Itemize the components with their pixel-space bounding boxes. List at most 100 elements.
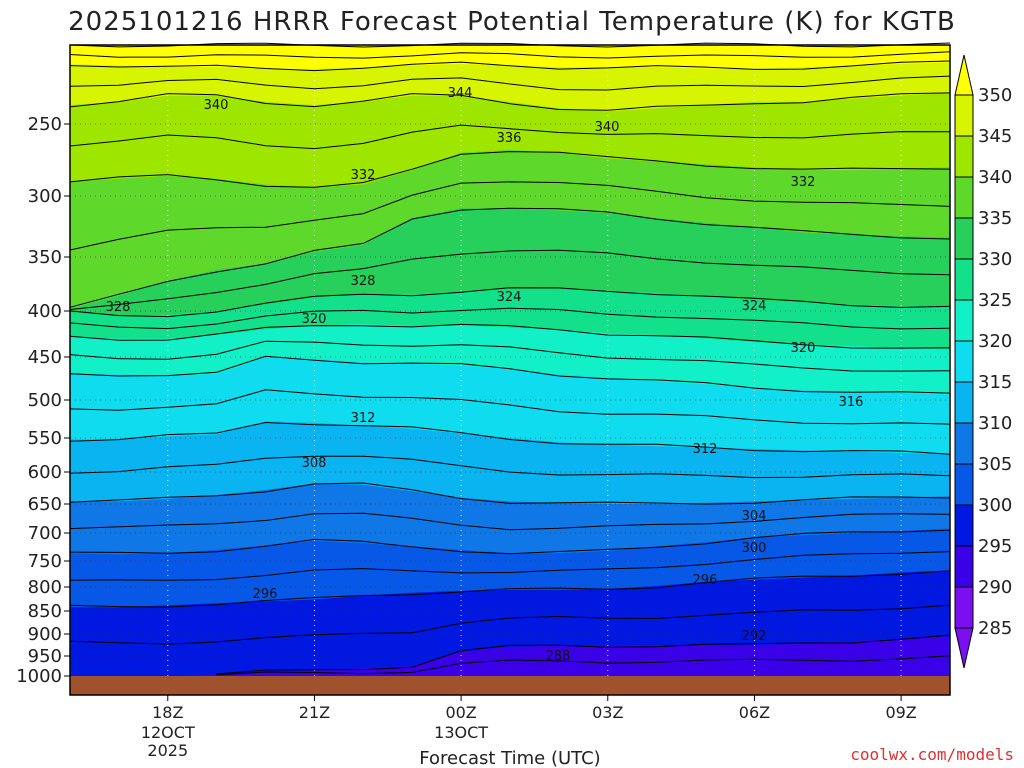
- pressure-tick-label: 350: [28, 247, 62, 268]
- contour-label: 328: [351, 274, 376, 289]
- contour-label: 320: [302, 312, 327, 327]
- contour-line: [69, 604, 951, 645]
- colorbar: 350 345 340 335 330 325 320 315 310 305 300 295 290 2…: [954, 54, 1012, 669]
- contour-line: [69, 323, 951, 349]
- contour-label: 312: [693, 442, 718, 457]
- colorbar-label: 340: [978, 167, 1012, 188]
- time-tick-label: 03Z: [592, 703, 623, 722]
- contour-line: [69, 60, 951, 72]
- time-tick-label: 09Z: [885, 703, 916, 722]
- colorbar-label: 285: [978, 618, 1012, 639]
- contour-line: [69, 570, 951, 608]
- colorbar-swatch-305: [954, 422, 974, 465]
- contour-label: 340: [595, 120, 620, 135]
- contour-line: [69, 51, 951, 59]
- colorbar-label: 300: [978, 495, 1012, 516]
- contour-label: 324: [742, 299, 767, 314]
- colorbar-label: 315: [978, 372, 1012, 393]
- colorbar-swatch-315: [954, 340, 974, 383]
- contour-label: 288: [546, 649, 571, 664]
- contour-label: 328: [106, 300, 131, 315]
- plot-frame: [69, 44, 951, 696]
- pressure-tick-label: 550: [28, 428, 62, 449]
- pressure-tick-label: 450: [28, 347, 62, 368]
- contour-line: [69, 455, 951, 479]
- colorbar-label: 290: [978, 577, 1012, 598]
- contour-line: [69, 124, 951, 150]
- colorbar-label: 320: [978, 331, 1012, 352]
- colorbar-label: 325: [978, 290, 1012, 311]
- x-axis-label: Forecast Time (UTC): [419, 748, 600, 768]
- pressure-tick-label: 1000: [16, 666, 62, 687]
- contour-label: 304: [742, 509, 767, 524]
- time-tick-date: 13OCT: [434, 723, 488, 742]
- pressure-tick-label: 850: [28, 601, 62, 622]
- contour-label: 296: [693, 573, 718, 588]
- contour-line: [69, 551, 951, 581]
- pressure-tick-label: 750: [28, 551, 62, 572]
- contour-label: 320: [791, 341, 816, 356]
- colorbar-label: 310: [978, 413, 1012, 434]
- time-tick-label: 18Z: [152, 703, 183, 722]
- contour-line: [69, 512, 951, 531]
- credit-text[interactable]: coolwx.com/models: [850, 745, 1014, 764]
- colorbar-label: 335: [978, 208, 1012, 229]
- colorbar-swatch-295: [954, 504, 974, 547]
- contour-line: [69, 75, 951, 91]
- contour-line: [69, 181, 951, 251]
- colorbar-swatch-345: [954, 94, 974, 137]
- ground-layer: [70, 676, 950, 695]
- pressure-tick-label: 500: [28, 390, 62, 411]
- pressure-tick-label: 700: [28, 523, 62, 544]
- time-tick-label: 00Z: [445, 703, 476, 722]
- colorbar-swatch-340: [954, 135, 974, 178]
- time-tick-date: 12OCT: [141, 723, 195, 742]
- contour-label: 336: [497, 131, 522, 146]
- time-tick-label: 21Z: [299, 703, 330, 722]
- contour-line: [69, 340, 951, 372]
- contour-line: [69, 529, 951, 555]
- pressure-tick-label: 950: [28, 646, 62, 667]
- colorbar-bottom-arrow: [954, 627, 974, 669]
- contour-label: 344: [448, 86, 473, 101]
- time-tick-label: 06Z: [739, 703, 770, 722]
- pressure-tick-label: 900: [28, 624, 62, 645]
- contour-line: [69, 207, 951, 308]
- colorbar-top-arrow: [954, 54, 974, 96]
- pressure-tick-label: 300: [28, 186, 62, 207]
- colorbar-swatch-335: [954, 176, 974, 219]
- chart-title: 2025101216 HRRR Forecast Potential Tempe…: [68, 7, 956, 37]
- ground-surface: [70, 676, 950, 695]
- contour-label: 332: [791, 175, 816, 190]
- contour-label: 312: [351, 411, 376, 426]
- contour-label: 316: [839, 395, 864, 410]
- pressure-tick-label: 800: [28, 577, 62, 598]
- colorbar-label: 305: [978, 454, 1012, 475]
- time-tick-year: 2025: [147, 741, 188, 760]
- contour-label: 332: [351, 168, 376, 183]
- contour-line: [69, 307, 951, 330]
- contour-line: [69, 42, 951, 48]
- colorbar-label: 330: [978, 249, 1012, 270]
- colorbar-swatch-290: [954, 545, 974, 588]
- colorbar-label: 345: [978, 126, 1012, 147]
- contour-lines: [69, 42, 951, 676]
- contour-line: [216, 634, 951, 675]
- colorbar-swatch-320: [954, 299, 974, 342]
- contour-label: 340: [204, 98, 229, 113]
- colorbar-swatch-300: [954, 463, 974, 506]
- contour-line: [69, 287, 951, 318]
- pressure-tick-label: 600: [28, 462, 62, 483]
- contour-line: [69, 92, 951, 111]
- contour-labels: 344 340 340 336 332 332 328 328 324 324 320 320 316 3…: [106, 86, 864, 664]
- contour-line: [69, 249, 951, 310]
- contour-line: [69, 355, 951, 394]
- contour-line: [69, 421, 951, 455]
- contour-line: [69, 389, 951, 425]
- colorbar-swatch-310: [954, 381, 974, 424]
- colorbar-swatch-325: [954, 258, 974, 301]
- contour-label: 308: [302, 456, 327, 471]
- pressure-axis: 2503003504004505005506006507007508008509…: [16, 114, 70, 687]
- colorbar-swatch-330: [954, 217, 974, 260]
